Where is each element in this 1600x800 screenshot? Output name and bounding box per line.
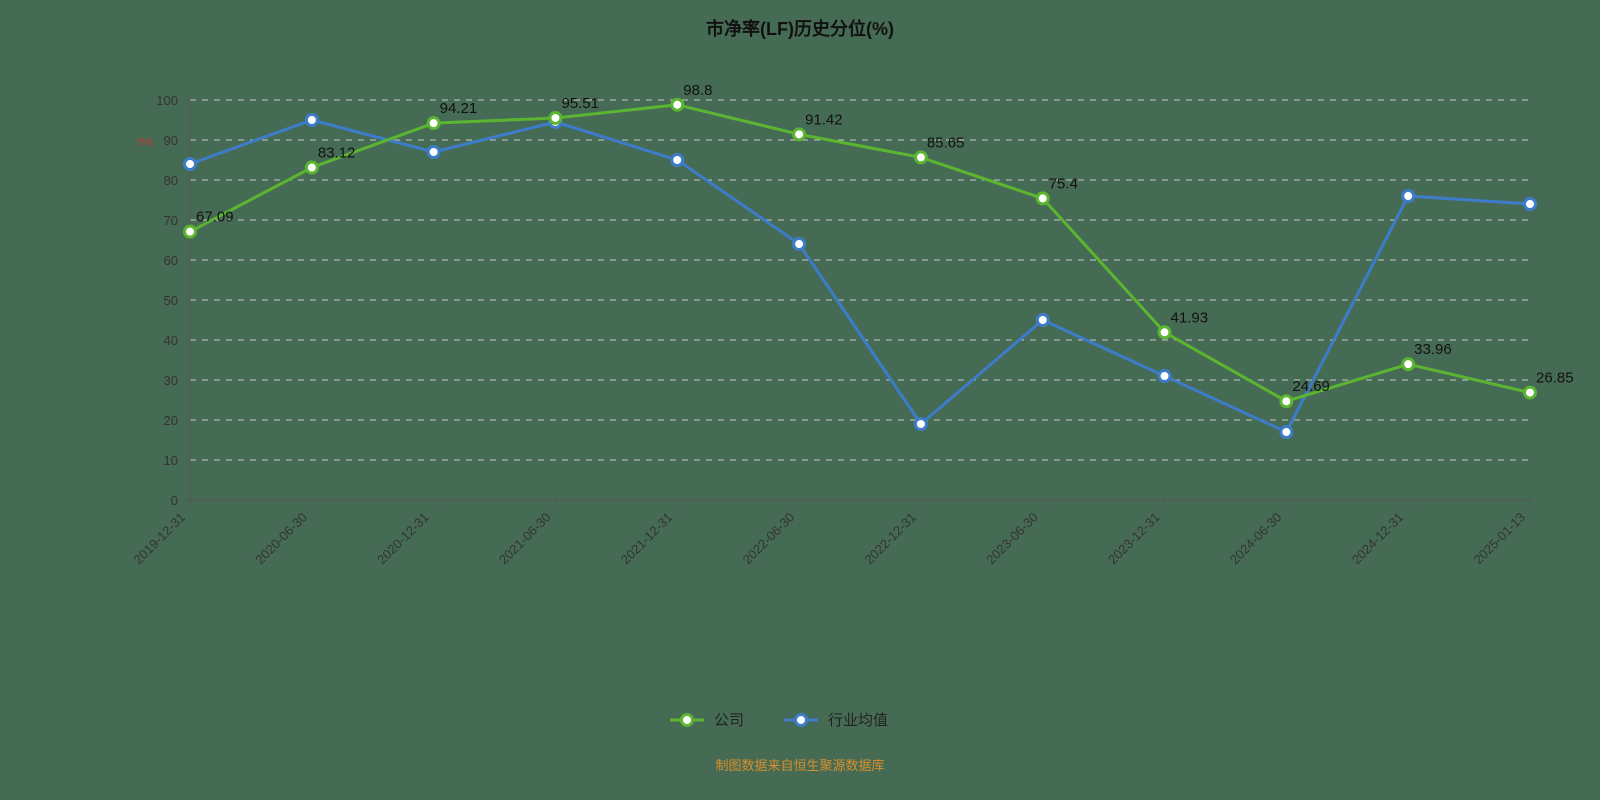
data-point bbox=[428, 118, 439, 129]
source-note: 制图数据来自恒生聚源数据库 bbox=[715, 758, 884, 773]
x-tick-label: 2021-12-31 bbox=[618, 510, 676, 568]
x-tick-label: 2023-06-30 bbox=[983, 510, 1041, 568]
data-point bbox=[185, 226, 196, 237]
data-point bbox=[1281, 396, 1292, 407]
data-point bbox=[1037, 193, 1048, 204]
data-point bbox=[915, 419, 926, 430]
y-tick-label: 60 bbox=[164, 253, 178, 268]
data-label: 95.51 bbox=[561, 95, 599, 112]
data-point bbox=[550, 112, 561, 123]
y-tick-label: 20 bbox=[164, 413, 178, 428]
legend-label: 行业均值 bbox=[828, 712, 888, 729]
data-point bbox=[1525, 199, 1536, 210]
data-label: 94.21 bbox=[440, 100, 478, 117]
data-point bbox=[1525, 387, 1536, 398]
data-label: 26.85 bbox=[1536, 370, 1574, 387]
x-tick-label: 2020-06-30 bbox=[252, 510, 310, 568]
data-label: 98.8 bbox=[683, 82, 712, 99]
y-tick-label: 10 bbox=[164, 453, 178, 468]
line-chart: 市净率(LF)历史分位(%) (%) 0 10 20 30 40 50 60 70 80 90 100 2… bbox=[0, 0, 1600, 800]
data-label: 33.96 bbox=[1414, 341, 1452, 358]
data-point bbox=[794, 129, 805, 140]
data-label: 67.09 bbox=[196, 209, 234, 226]
data-point bbox=[1159, 327, 1170, 338]
chart-container: 市净率(LF)历史分位(%) (%) 0 10 20 30 40 50 60 70 80 90 100 2… bbox=[0, 0, 1600, 800]
data-label: 24.69 bbox=[1292, 378, 1330, 395]
y-tick-label: 90 bbox=[164, 133, 178, 148]
y-tick-label: 40 bbox=[164, 333, 178, 348]
x-tick-label: 2022-12-31 bbox=[861, 510, 919, 568]
y-tick-label: 70 bbox=[164, 213, 178, 228]
y-tick-label: 100 bbox=[156, 93, 178, 108]
data-point bbox=[1159, 371, 1170, 382]
x-tick-label: 2025-01-13 bbox=[1470, 510, 1528, 568]
data-point bbox=[915, 152, 926, 163]
x-tick-label: 2024-06-30 bbox=[1227, 510, 1285, 568]
data-point bbox=[672, 155, 683, 166]
y-tick-label: 0 bbox=[171, 493, 178, 508]
data-point bbox=[1403, 359, 1414, 370]
data-point bbox=[794, 239, 805, 250]
x-tick-label: 2024-12-31 bbox=[1349, 510, 1407, 568]
x-tick-label: 2019-12-31 bbox=[130, 510, 188, 568]
x-tick-label: 2020-12-31 bbox=[374, 510, 432, 568]
data-point bbox=[1403, 191, 1414, 202]
data-point bbox=[1037, 315, 1048, 326]
y-axis-unit: (%) bbox=[137, 137, 153, 148]
legend-label: 公司 bbox=[714, 712, 744, 729]
x-tick-label: 2022-06-30 bbox=[740, 510, 798, 568]
data-point bbox=[306, 115, 317, 126]
data-label: 85.65 bbox=[927, 134, 965, 151]
x-tick-label: 2021-06-30 bbox=[496, 510, 554, 568]
data-label: 41.93 bbox=[1171, 309, 1209, 326]
data-label: 75.4 bbox=[1049, 175, 1078, 192]
data-label: 83.12 bbox=[318, 145, 356, 162]
y-tick-label: 30 bbox=[164, 373, 178, 388]
x-tick-label: 2023-12-31 bbox=[1105, 510, 1163, 568]
y-tick-label: 50 bbox=[164, 293, 178, 308]
data-point bbox=[1281, 427, 1292, 438]
data-point bbox=[306, 162, 317, 173]
series-line bbox=[190, 105, 1530, 401]
data-point bbox=[672, 99, 683, 110]
chart-title: 市净率(LF)历史分位(%) bbox=[706, 18, 894, 39]
y-tick-label: 80 bbox=[164, 173, 178, 188]
data-point bbox=[185, 159, 196, 170]
data-point bbox=[428, 147, 439, 158]
data-label: 91.42 bbox=[805, 111, 843, 128]
